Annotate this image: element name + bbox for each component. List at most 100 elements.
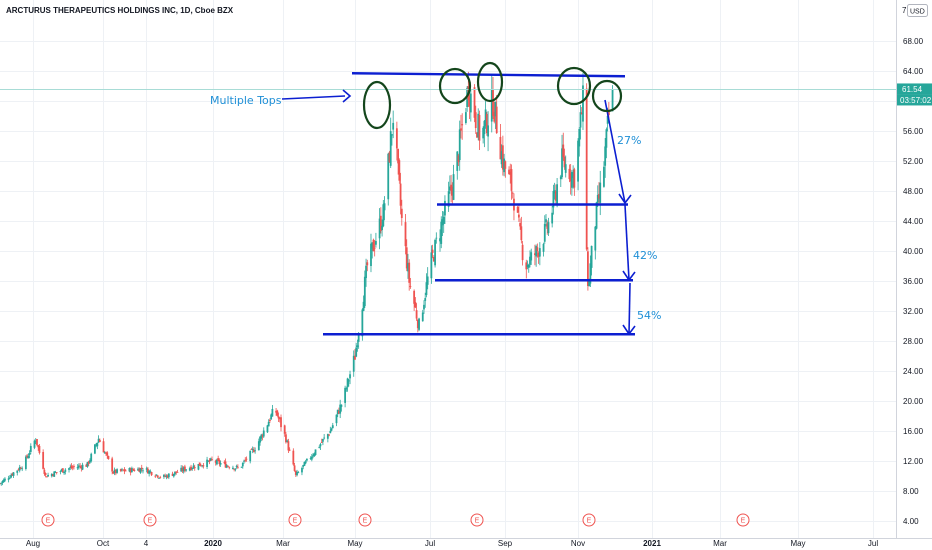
candle-body [188, 468, 191, 471]
candle-body [372, 239, 375, 252]
candle-body [52, 474, 54, 476]
candle-body [208, 459, 211, 462]
candle-body [413, 290, 416, 304]
candle-body [587, 251, 589, 286]
candle-body [198, 462, 201, 466]
candle-body [209, 458, 212, 461]
candle-body [527, 264, 530, 268]
candle-body [266, 425, 269, 433]
candle-body [43, 469, 46, 474]
time-tick-label: Jul [425, 539, 435, 548]
candle-body [319, 444, 322, 447]
candle-body [132, 469, 135, 470]
time-axis[interactable]: Aug Oct 4 2020 Mar May Jul Sep Nov 2021 Mar May Jul [26, 539, 878, 548]
candle-body [551, 212, 554, 224]
grid-lines [0, 0, 896, 538]
candle-body [119, 469, 122, 471]
price-tick-label: 24.00 [903, 367, 924, 376]
candle-body [286, 440, 289, 442]
candle-body [192, 465, 195, 469]
candle-body [116, 469, 118, 473]
price-tick-label: 32.00 [903, 307, 924, 316]
candle-body [303, 461, 306, 466]
candle-body [183, 466, 186, 471]
price-tick-label: 16.00 [903, 427, 924, 436]
candle-body [283, 425, 286, 434]
candle-body [460, 128, 462, 131]
candle-body [418, 318, 420, 330]
candle-body [509, 171, 512, 175]
symbol-title: ARCTURUS THERAPEUTICS HOLDINGS INC, 1D, … [6, 6, 234, 15]
price-axis[interactable]: 4.00 8.00 12.00 16.00 20.00 24.00 28.00 32.00 36… [903, 37, 924, 526]
candle-body [399, 183, 402, 206]
candle-body [227, 466, 229, 467]
annotation-pointer-line [281, 95, 346, 100]
candle-body [345, 387, 348, 390]
target-arrowhead [618, 193, 632, 205]
earnings-marker [143, 513, 157, 527]
candle-body [490, 89, 493, 122]
candle-body [494, 101, 497, 117]
candle-body [516, 206, 519, 213]
price-tick-label: 8.00 [903, 487, 919, 496]
candle-body [293, 465, 296, 471]
percent-label: 42% [633, 249, 657, 262]
candle-body [211, 459, 213, 460]
candle-body [182, 467, 185, 472]
candle-body [379, 215, 382, 232]
candle-body [24, 456, 27, 469]
candle-body [216, 459, 218, 465]
candle-body [167, 473, 170, 478]
candle-body [201, 465, 204, 467]
candle-body [477, 113, 480, 138]
earnings-marker-label: E [587, 518, 592, 525]
candle-body [375, 241, 377, 245]
candle-body [86, 461, 89, 467]
candle-body [254, 450, 257, 452]
candle-body [130, 468, 133, 473]
candle-body [236, 466, 239, 468]
candle-body [26, 455, 29, 458]
candle-body [0, 483, 1, 485]
candle-body [241, 462, 244, 467]
candle-body [441, 219, 444, 226]
candle-body [594, 226, 597, 251]
candle-body [59, 471, 62, 473]
currency-box[interactable] [907, 4, 928, 17]
candle-body [365, 265, 367, 279]
candle-body [500, 151, 503, 165]
candle-body [171, 473, 174, 476]
candle-body [444, 200, 446, 216]
earnings-marker [41, 513, 55, 527]
earnings-marker-label: E [363, 518, 368, 525]
candle-body [20, 467, 22, 469]
candle-body [111, 458, 114, 472]
candle-body [336, 409, 339, 415]
candle-body [447, 191, 450, 207]
candle-body [520, 226, 523, 241]
candle-body [400, 208, 403, 219]
candle-body [197, 463, 200, 470]
candle-body [235, 465, 238, 468]
candle-body [37, 445, 40, 448]
candle-body [578, 128, 581, 147]
candle-body [421, 312, 424, 322]
candlestick-series [0, 71, 614, 486]
candle-body [499, 136, 502, 160]
candle-body [47, 474, 49, 477]
candle-body [607, 111, 610, 115]
candle-body [165, 475, 168, 477]
candle-body [553, 190, 556, 194]
candle-body [155, 474, 158, 476]
candle-body [61, 468, 64, 473]
candle-body [223, 462, 226, 464]
candle-body [456, 151, 459, 171]
candle-body [426, 276, 429, 285]
candle-body [547, 222, 550, 234]
candle-body [60, 469, 63, 471]
candle-body [124, 470, 127, 472]
candle-body [76, 466, 79, 469]
target-arrowhead [622, 270, 636, 282]
time-tick-label: May [347, 539, 362, 548]
